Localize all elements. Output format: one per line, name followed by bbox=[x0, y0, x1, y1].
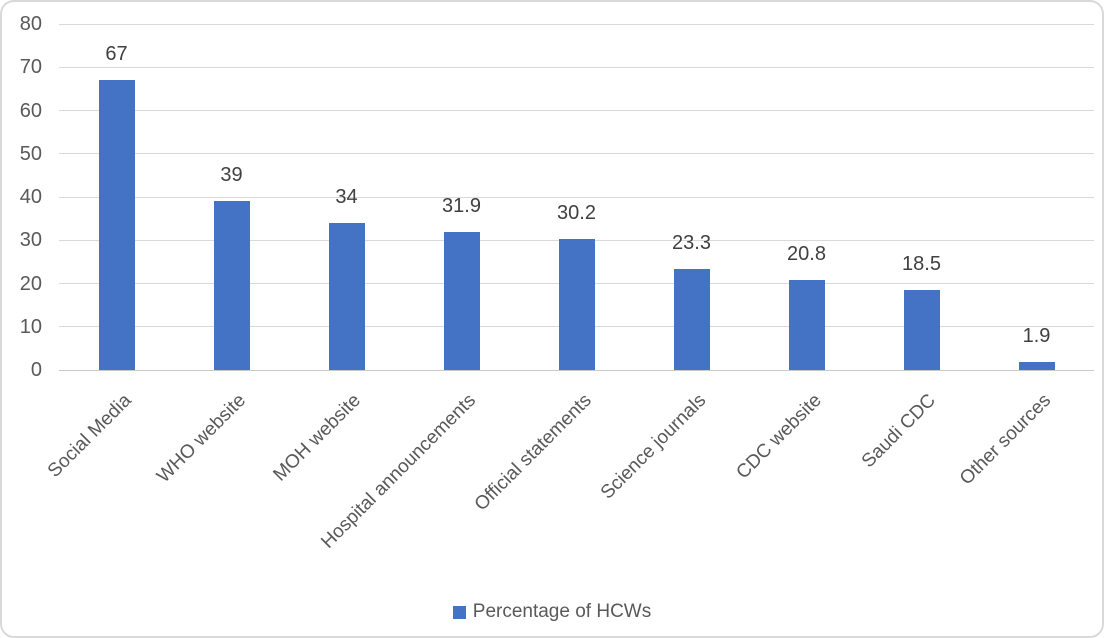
gridline-y-80 bbox=[59, 23, 1094, 25]
category-label-saudi-cdc: Saudi CDC bbox=[858, 390, 941, 473]
bar-cdc-website[interactable] bbox=[788, 280, 825, 370]
gridline-y-0 bbox=[59, 369, 1094, 371]
bar-science-journals[interactable] bbox=[673, 269, 710, 370]
y-axis-tick-80: 80 bbox=[19, 13, 42, 35]
y-axis-tick-60: 60 bbox=[19, 99, 42, 122]
data-label-saudi-cdc: 18.5 bbox=[902, 252, 941, 275]
y-axis-tick-20: 20 bbox=[19, 272, 42, 295]
legend[interactable]: Percentage of HCWs bbox=[2, 600, 1102, 624]
category-label-other-sources: Other sources bbox=[956, 390, 1056, 490]
bar-who-website[interactable] bbox=[213, 201, 250, 370]
gridline-y-70 bbox=[59, 66, 1094, 68]
data-label-official-statements: 30.2 bbox=[557, 202, 596, 225]
y-axis-tick-0: 0 bbox=[30, 359, 42, 381]
category-label-official-statements: Official statements bbox=[470, 390, 596, 516]
category-label-who-website: WHO website bbox=[153, 390, 251, 487]
category-label-science-journals: Science journals bbox=[596, 390, 711, 504]
data-label-hospital-announcements: 31.9 bbox=[442, 195, 481, 218]
bar-saudi-cdc[interactable] bbox=[903, 289, 940, 370]
legend-label: Percentage of HCWs bbox=[472, 601, 652, 622]
data-label-social-media: 67 bbox=[105, 43, 128, 66]
y-axis-tick-30: 30 bbox=[19, 229, 42, 252]
legend-swatch-icon bbox=[452, 605, 466, 619]
y-axis-tick-70: 70 bbox=[19, 56, 42, 79]
data-label-other-sources: 1.9 bbox=[1022, 324, 1051, 347]
gridline-y-40 bbox=[59, 196, 1094, 198]
bar-social-media[interactable] bbox=[98, 80, 135, 370]
y-axis-tick-50: 50 bbox=[19, 142, 42, 165]
category-label-cdc-website: CDC website bbox=[732, 390, 826, 484]
data-label-science-journals: 23.3 bbox=[672, 232, 711, 255]
gridline-y-50 bbox=[59, 153, 1094, 155]
category-label-social-media: Social Media bbox=[43, 390, 136, 482]
data-label-cdc-website: 20.8 bbox=[787, 243, 826, 266]
data-label-moh-website: 34 bbox=[335, 185, 358, 208]
bar-hospital-announcements[interactable] bbox=[443, 232, 480, 370]
gridline-y-60 bbox=[59, 110, 1094, 111]
bar-other-sources[interactable] bbox=[1018, 361, 1055, 370]
y-axis-tick-10: 10 bbox=[19, 315, 42, 338]
bar-moh-website[interactable] bbox=[328, 222, 365, 370]
y-axis-tick-40: 40 bbox=[19, 186, 42, 208]
data-label-who-website: 39 bbox=[220, 164, 243, 187]
category-label-moh-website: MOH website bbox=[269, 390, 366, 486]
bar-official-statements[interactable] bbox=[558, 239, 595, 370]
